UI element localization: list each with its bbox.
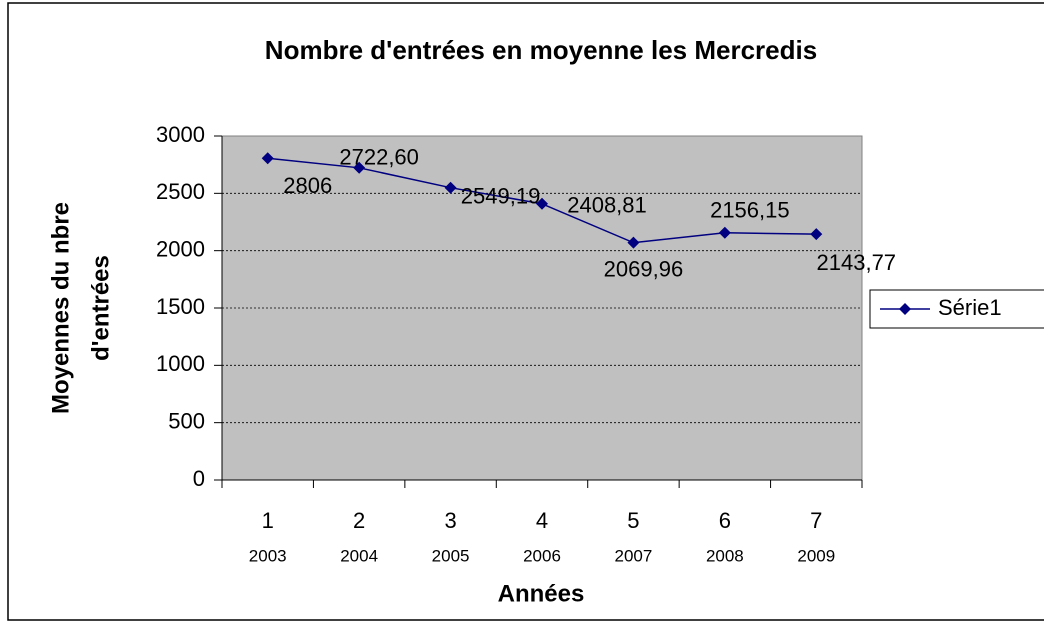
y-tick-label: 3000 <box>156 122 205 147</box>
marker <box>444 181 457 194</box>
data-label: 2549,19 <box>461 184 541 209</box>
data-label: 2143,77 <box>817 250 897 275</box>
marker <box>718 226 731 239</box>
x-tick-sublabel: 2008 <box>706 546 744 565</box>
x-tick-sublabel: 2006 <box>523 546 561 565</box>
x-tick-sublabel: 2003 <box>249 546 287 565</box>
y-tick-label: 2000 <box>156 236 205 261</box>
marker <box>899 303 911 315</box>
y-tick-label: 2500 <box>156 179 205 204</box>
marker <box>536 197 548 210</box>
y-tick-label: 0 <box>193 466 205 491</box>
legend-label: Série1 <box>938 295 1002 320</box>
x-tick-label: 3 <box>444 508 456 533</box>
y-axis-title: Moyennes du nbre d'entrées <box>47 202 114 414</box>
data-label: 2806 <box>283 173 332 198</box>
x-tick-label: 2 <box>353 508 365 533</box>
x-tick-sublabel: 2004 <box>340 546 378 565</box>
x-axis-title: Années <box>498 580 585 607</box>
y-tick-label: 1000 <box>156 351 205 376</box>
x-tick-label: 6 <box>719 508 731 533</box>
y-tick-label: 1500 <box>156 294 205 319</box>
marker <box>810 228 823 241</box>
marker <box>627 236 640 249</box>
x-tick-label: 4 <box>536 508 548 533</box>
x-tick-sublabel: 2007 <box>615 546 653 565</box>
y-axis-title-line: d'entrées <box>87 255 114 361</box>
y-axis-title-line: Moyennes du nbre <box>47 202 74 414</box>
data-label: 2069,96 <box>604 256 684 281</box>
x-tick-sublabel: 2005 <box>432 546 470 565</box>
x-tick-label: 7 <box>810 508 822 533</box>
x-tick-label: 5 <box>627 508 639 533</box>
chart-title: Nombre d'entrées en moyenne les Mercredi… <box>265 35 817 65</box>
marker <box>261 152 274 165</box>
y-tick-label: 500 <box>168 408 205 433</box>
data-label: 2156,15 <box>710 198 790 223</box>
marker <box>353 161 366 174</box>
data-label: 2722,60 <box>339 145 419 170</box>
data-label: 2408,81 <box>567 193 647 218</box>
x-tick-sublabel: 2009 <box>797 546 835 565</box>
x-tick-label: 1 <box>262 508 274 533</box>
